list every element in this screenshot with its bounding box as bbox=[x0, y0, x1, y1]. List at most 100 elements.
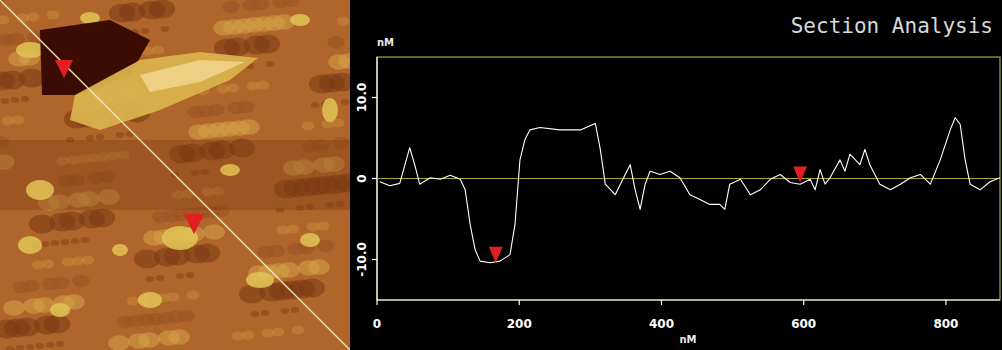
cursor bbox=[489, 247, 503, 263]
afm-ridge bbox=[70, 52, 258, 130]
afm-texture bbox=[6, 346, 14, 350]
afm-texture bbox=[46, 342, 54, 348]
afm-texture bbox=[278, 262, 300, 278]
x-tick bbox=[661, 300, 662, 305]
afm-image bbox=[0, 0, 350, 350]
afm-blob bbox=[290, 14, 310, 26]
afm-blob bbox=[16, 42, 44, 58]
afm-blob bbox=[18, 236, 42, 254]
afm-texture bbox=[302, 121, 315, 130]
afm-texture bbox=[282, 0, 299, 7]
afm-texture bbox=[329, 73, 350, 92]
title: Section Analysis bbox=[791, 14, 993, 38]
afm-texture bbox=[59, 212, 85, 231]
afm-texture bbox=[0, 71, 25, 90]
x-tick-label: 400 bbox=[649, 317, 674, 331]
afm-texture bbox=[308, 259, 330, 275]
x-tick-label: 200 bbox=[507, 317, 532, 331]
afm-texture bbox=[96, 134, 104, 140]
afm-texture bbox=[44, 315, 70, 334]
afm-texture bbox=[21, 96, 29, 102]
afm-texture bbox=[317, 221, 330, 230]
afm-texture bbox=[252, 0, 269, 10]
afm-texture bbox=[22, 280, 39, 292]
x-tick bbox=[945, 300, 946, 305]
afm-texture bbox=[1, 98, 9, 104]
afm-texture bbox=[0, 320, 20, 339]
afm-ridge-highlight bbox=[140, 60, 245, 92]
afm-texture bbox=[42, 259, 55, 268]
afm-texture bbox=[291, 307, 299, 313]
x-axis-label: nM bbox=[679, 334, 696, 345]
afm-texture bbox=[224, 38, 250, 57]
afm-texture bbox=[11, 97, 19, 103]
afm-texture bbox=[272, 327, 285, 336]
afm-texture bbox=[237, 101, 254, 113]
plot-frame bbox=[377, 57, 1000, 300]
afm-texture bbox=[228, 120, 250, 136]
afm-texture bbox=[222, 1, 239, 13]
afm-texture bbox=[41, 241, 49, 247]
afm-blob bbox=[26, 180, 54, 200]
afm-blob bbox=[138, 292, 162, 308]
afm-texture bbox=[127, 315, 144, 327]
afm-texture bbox=[187, 106, 204, 118]
afm-texture bbox=[72, 256, 85, 265]
afm-texture bbox=[168, 329, 190, 345]
afm-background bbox=[0, 0, 350, 350]
afm-texture bbox=[243, 17, 265, 33]
page: Section AnalysisnMnM-10.0010.00200400600… bbox=[0, 0, 1002, 350]
afm-texture bbox=[51, 240, 59, 246]
afm-blob bbox=[112, 244, 128, 256]
afm-texture bbox=[242, 330, 255, 339]
afm-texture bbox=[119, 3, 145, 22]
afm-texture bbox=[149, 0, 175, 18]
afm-texture bbox=[3, 300, 25, 316]
afm-texture bbox=[134, 250, 160, 269]
afm-texture bbox=[227, 83, 240, 92]
x-tick bbox=[519, 300, 520, 305]
x-tick-label: 0 bbox=[373, 317, 381, 331]
section-line bbox=[0, 0, 350, 350]
x-axis-line bbox=[377, 299, 1000, 300]
afm-texture bbox=[152, 45, 165, 54]
afm-texture bbox=[176, 273, 184, 279]
afm-texture bbox=[52, 277, 69, 289]
x-tick-label: 600 bbox=[791, 317, 816, 331]
afm-texture bbox=[7, 33, 24, 45]
afm-texture bbox=[116, 132, 124, 138]
afm-texture bbox=[327, 36, 344, 48]
afm-texture bbox=[12, 115, 25, 124]
afm-texture bbox=[254, 35, 280, 54]
afm-texture bbox=[261, 310, 269, 316]
y-axis-label: nM bbox=[377, 37, 394, 48]
image-cursor bbox=[55, 60, 73, 78]
x-tick-label: 800 bbox=[933, 317, 958, 331]
afm-texture bbox=[207, 104, 224, 116]
afm-texture bbox=[138, 332, 160, 348]
afm-texture bbox=[186, 272, 194, 278]
afm-texture bbox=[71, 238, 79, 244]
afm-texture bbox=[266, 61, 274, 67]
y-tick bbox=[372, 178, 377, 179]
afm-texture bbox=[141, 28, 149, 34]
afm-texture bbox=[281, 308, 289, 314]
afm-texture bbox=[287, 224, 300, 233]
figure: Section AnalysisnMnM-10.0010.00200400600… bbox=[0, 0, 1002, 350]
afm-texture bbox=[126, 131, 134, 137]
afm-texture bbox=[203, 224, 225, 240]
afm-texture bbox=[251, 311, 259, 317]
afm-texture bbox=[194, 244, 220, 263]
afm-texture bbox=[157, 312, 174, 324]
afm-texture bbox=[337, 16, 350, 25]
afm-texture bbox=[299, 279, 325, 298]
afm-blob bbox=[300, 233, 320, 247]
afm-texture bbox=[167, 292, 180, 301]
afm-texture bbox=[29, 215, 55, 234]
afm-texture bbox=[177, 310, 194, 322]
afm-texture bbox=[198, 123, 220, 139]
x-tick bbox=[803, 300, 804, 305]
afm-texture bbox=[47, 10, 60, 19]
afm-texture bbox=[56, 341, 64, 347]
afm-texture bbox=[311, 102, 319, 108]
